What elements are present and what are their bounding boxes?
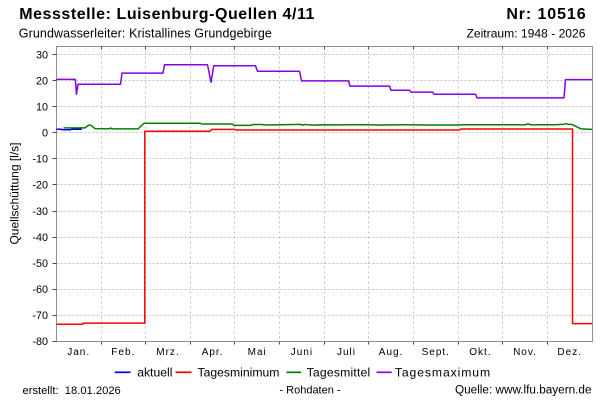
svg-text:Juli: Juli [337,347,356,358]
svg-text:-70: -70 [32,310,48,322]
svg-text:Sept.: Sept. [422,347,450,358]
svg-text:Juni: Juni [291,347,313,358]
svg-text:-60: -60 [32,284,48,296]
svg-text:Aug.: Aug. [379,347,404,358]
svg-text:0: 0 [42,128,48,140]
svg-text:-40: -40 [32,232,48,244]
svg-text:Quellschüttung [l/s]: Quellschüttung [l/s] [8,142,22,244]
svg-text:Zeitraum: 1948 - 2026: Zeitraum: 1948 - 2026 [467,27,586,41]
svg-text:-10: -10 [32,154,48,166]
svg-text:Nr: 10516: Nr: 10516 [506,6,586,23]
svg-text:-20: -20 [32,180,48,192]
svg-text:-30: -30 [32,206,48,218]
svg-text:10: 10 [36,102,48,114]
svg-text:Grundwasserleiter: Kristalline: Grundwasserleiter: Kristallines Grundgeb… [19,27,272,41]
svg-text:- Rohdaten -: - Rohdaten - [279,385,340,397]
svg-text:Mrz.: Mrz. [156,347,179,358]
svg-text:-80: -80 [32,336,48,348]
svg-text:Okt.: Okt. [469,347,491,358]
svg-text:Quelle: www.lfu.bayern.de: Quelle: www.lfu.bayern.de [455,384,592,397]
svg-text:30: 30 [36,49,48,61]
svg-text:Tagesminimum: Tagesminimum [198,366,280,380]
svg-text:Tagesmaximum: Tagesmaximum [395,366,491,380]
svg-text:-50: -50 [32,258,48,270]
svg-text:Dez.: Dez. [557,347,582,358]
svg-text:20: 20 [36,75,48,87]
svg-text:Messstelle: Luisenburg-Quellen: Messstelle: Luisenburg-Quellen 4/11 [19,6,315,23]
svg-text:aktuell: aktuell [137,366,172,380]
svg-text:Nov.: Nov. [513,347,537,358]
svg-text:Apr.: Apr. [202,347,224,358]
svg-text:Feb.: Feb. [111,347,135,358]
svg-text:Tagesmittel: Tagesmittel [307,366,371,380]
svg-text:Mai: Mai [248,347,267,358]
svg-text:erstellt: 18.01.2026: erstellt: 18.01.2026 [23,385,121,397]
svg-text:Jan.: Jan. [67,347,90,358]
